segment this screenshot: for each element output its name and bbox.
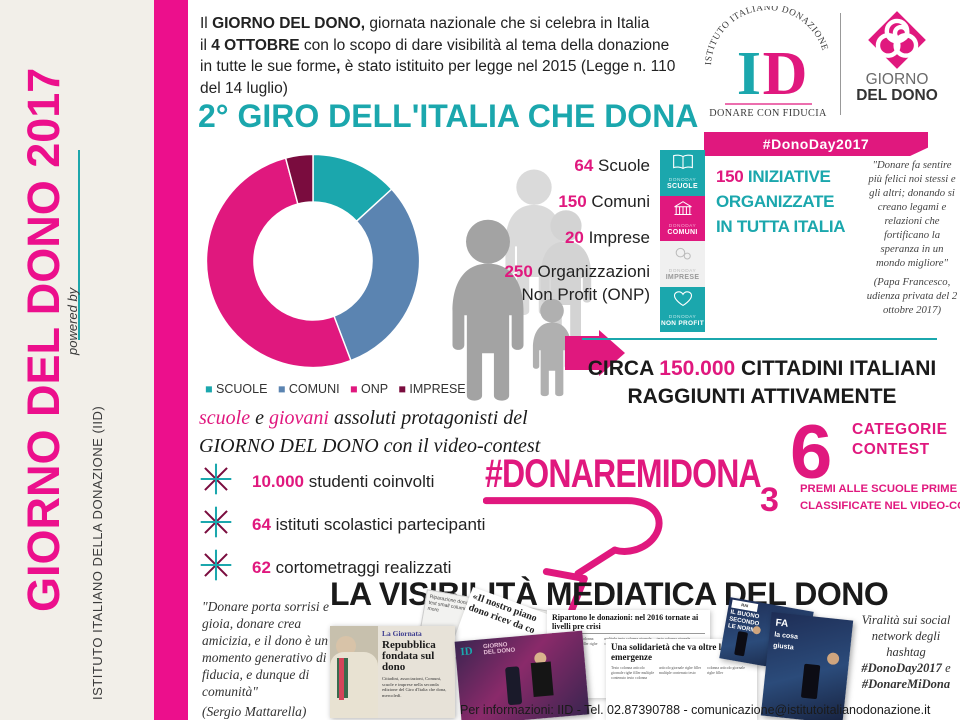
svg-text:DONARE CON FIDUCIA: DONARE CON FIDUCIA: [709, 108, 827, 118]
svg-text:D: D: [763, 40, 808, 108]
svg-text:I: I: [737, 40, 761, 108]
